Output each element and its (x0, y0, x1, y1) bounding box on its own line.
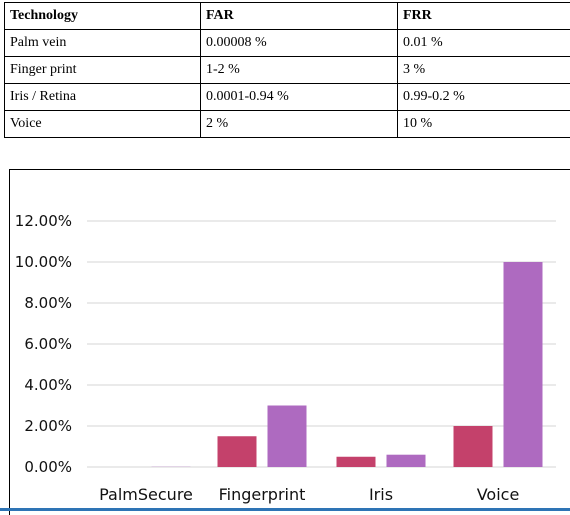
x-category-label: PalmSecure (99, 485, 193, 504)
chart-frame: 0.00% 2.00% 4.00% 6.00% 8.00% 10.00% 12.00% Pa… (9, 169, 570, 515)
y-tick-label: 2.00% (24, 417, 72, 435)
y-tick-label: 12.00% (15, 212, 72, 230)
bar (504, 262, 543, 467)
cell-frr: 3 % (398, 57, 570, 84)
bar (218, 436, 257, 467)
cell-technology: Iris / Retina (5, 84, 201, 111)
header-frr: FRR (398, 3, 570, 30)
y-tick-label: 4.00% (24, 376, 72, 394)
cell-frr: 0.99-0.2 % (398, 84, 570, 111)
x-axis-categories: PalmSecure Fingerprint Iris Voice (99, 485, 519, 504)
x-category-label: Voice (477, 485, 520, 504)
table-row: Palm vein 0.00008 % 0.01 % (5, 30, 570, 57)
cell-far: 0.0001-0.94 % (201, 84, 398, 111)
table-row: Finger print 1-2 % 3 % (5, 57, 570, 84)
cell-far: 1-2 % (201, 57, 398, 84)
y-tick-label: 6.00% (24, 335, 72, 353)
x-category-label: Iris (369, 485, 393, 504)
bars (102, 262, 543, 467)
y-tick-label: 8.00% (24, 294, 72, 312)
cell-frr: 0.01 % (398, 30, 570, 57)
cell-far: 2 % (201, 111, 398, 138)
cell-technology: Palm vein (5, 30, 201, 57)
y-axis-ticks: 0.00% 2.00% 4.00% 6.00% 8.00% 10.00% 12.00% (15, 212, 72, 476)
table-row: Iris / Retina 0.0001-0.94 % 0.99-0.2 % (5, 84, 570, 111)
y-tick-label: 0.00% (24, 458, 72, 476)
y-tick-label: 10.00% (15, 253, 72, 271)
header-far: FAR (201, 3, 398, 30)
bar (337, 457, 376, 467)
cell-far: 0.00008 % (201, 30, 398, 57)
bar (454, 426, 493, 467)
cell-technology: Voice (5, 111, 201, 138)
table-header-row: Technology FAR FRR (5, 3, 570, 30)
table-row: Voice 2 % 10 % (5, 111, 570, 138)
header-technology: Technology (5, 3, 201, 30)
cell-frr: 10 % (398, 111, 570, 138)
cell-technology: Finger print (5, 57, 201, 84)
biometrics-table: Technology FAR FRR Palm vein 0.00008 % 0… (4, 2, 570, 138)
bar (387, 455, 426, 467)
bar (268, 406, 307, 468)
x-category-label: Fingerprint (219, 485, 306, 504)
bar-chart: 0.00% 2.00% 4.00% 6.00% 8.00% 10.00% 12.00% Pa… (10, 170, 570, 515)
